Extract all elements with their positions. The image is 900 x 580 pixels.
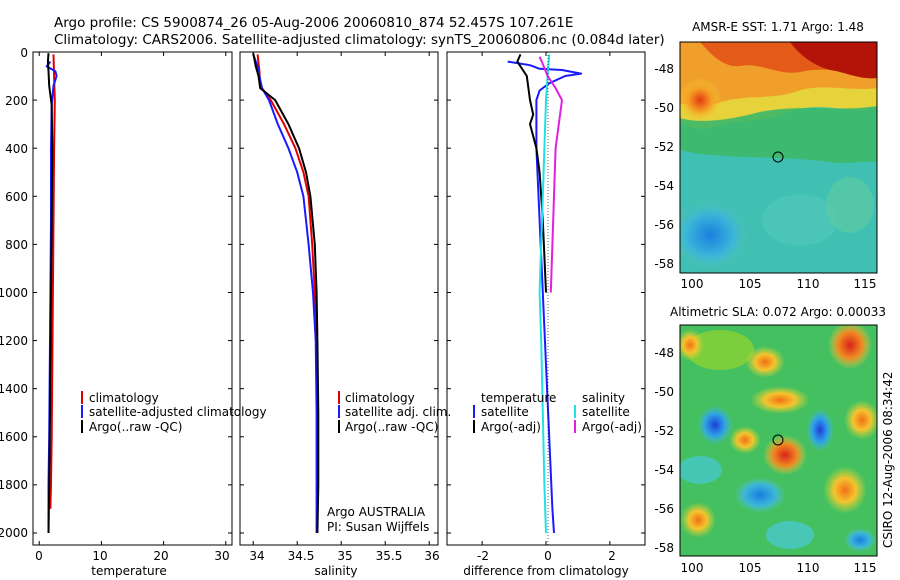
lon-tick-label: 110: [797, 561, 820, 575]
lat-tick-label: -52: [654, 140, 674, 154]
x-tick-label: 36: [424, 549, 439, 563]
csiro-timestamp-label: CSIRO 12-Aug-2006 08:34:42: [881, 372, 895, 548]
sla-map-frame: [679, 324, 878, 557]
lat-tick-label: -52: [654, 424, 674, 438]
series-line-temperature-argo-adj: [516, 53, 547, 293]
salinity-x-ticks: 34 34.5 35 35.5 36: [249, 549, 439, 563]
series-line-salinity-argo-adj: [538, 56, 563, 293]
sst-lat-ticks: -48 -50 -52 -54 -56 -58: [654, 62, 674, 271]
legend-label-sal-satellite: satellite: [582, 405, 630, 419]
temperature-x-label: temperature: [91, 564, 166, 578]
depth-tick-label: 2000: [0, 526, 28, 540]
lon-tick-label: 115: [854, 561, 877, 575]
depth-tick-label: 1800: [0, 478, 28, 492]
legend-label-argo: Argo(..raw -QC): [345, 420, 438, 434]
salinity-legend: climatology satellite adj. clim. Argo(..…: [338, 391, 451, 434]
legend-label-temp-argo: Argo(-adj): [481, 420, 541, 434]
lat-tick-label: -50: [654, 101, 674, 115]
annotation-argo-australia: Argo AUSTRALIA: [327, 505, 426, 519]
series-line-argo-raw-qc: [252, 53, 320, 534]
difference-x-ticks: -2 0 2: [477, 549, 616, 563]
depth-tick-label: 200: [5, 94, 28, 108]
legend-label-climatology: climatology: [345, 391, 415, 405]
lon-tick-label: 105: [739, 277, 762, 291]
sst-heatmap: [680, 42, 877, 273]
sst-profile-location-marker: [772, 151, 784, 163]
sst-map-title: AMSR-E SST: 1.71 Argo: 1.48: [692, 20, 864, 34]
sla-heatmap: [680, 325, 877, 556]
depth-tick-label: 400: [5, 142, 28, 156]
series-line-climatology: [49, 54, 56, 509]
salinity-axes: [239, 51, 439, 546]
sla-profile-location-marker: [772, 434, 784, 446]
x-tick-label: 34: [249, 549, 264, 563]
lat-tick-label: -48: [654, 62, 674, 76]
lon-tick-label: 110: [797, 277, 820, 291]
figure-title-line1: Argo profile: CS 5900874_26 05-Aug-2006 …: [54, 15, 573, 31]
lat-tick-label: -56: [654, 218, 674, 232]
lat-tick-label: -48: [654, 346, 674, 360]
lat-tick-label: -50: [654, 385, 674, 399]
temperature-x-ticks: 0 10 20 30: [35, 549, 229, 563]
depth-tick-label: 600: [5, 190, 28, 204]
lon-tick-label: 100: [681, 277, 704, 291]
legend-label-sal-argo: Argo(-adj): [582, 420, 642, 434]
depth-tick-label: 1400: [0, 382, 28, 396]
difference-legend: temperature salinity satellite Argo(-adj…: [473, 391, 642, 434]
lon-tick-label: 100: [681, 561, 704, 575]
lat-tick-label: -56: [654, 502, 674, 516]
series-line-satellite-adj-clim: [252, 54, 318, 533]
x-tick-label: 0: [544, 549, 552, 563]
x-tick-label: -2: [477, 549, 489, 563]
lat-tick-label: -54: [654, 463, 674, 477]
temperature-series: [45, 53, 58, 534]
legend-title-salinity: salinity: [582, 391, 625, 405]
series-line-salinity-satellite: [538, 54, 551, 534]
salinity-series: [252, 53, 320, 534]
temperature-legend: climatology satellite-adjusted climatolo…: [81, 391, 267, 434]
difference-x-label: difference from climatology: [463, 564, 629, 578]
sst-lon-ticks: 100 105 110 115: [681, 277, 877, 291]
legend-label-satellite: satellite-adjusted climatology: [89, 405, 267, 419]
annotation-pi: PI: Susan Wijffels: [327, 520, 429, 534]
x-tick-label: 10: [92, 549, 107, 563]
sla-map-title: Altimetric SLA: 0.072 Argo: 0.00033: [670, 305, 886, 319]
depth-tick-label: 0: [20, 46, 28, 60]
depth-tick-labels: 0 200 400 600 800 1000 1200 1400 1600 18…: [0, 46, 28, 540]
series-line-argo-raw-qc: [46, 53, 54, 534]
lat-tick-label: -58: [654, 541, 674, 555]
salinity-x-label: salinity: [314, 564, 357, 578]
x-tick-label: 2: [608, 549, 616, 563]
legend-label-temp-satellite: satellite: [481, 405, 529, 419]
legend-label-climatology: climatology: [89, 391, 159, 405]
lat-tick-label: -54: [654, 179, 674, 193]
lat-tick-label: -58: [654, 257, 674, 271]
series-line-temperature-satellite: [507, 60, 583, 534]
sst-map-frame: [679, 41, 878, 274]
legend-title-temperature: temperature: [481, 391, 556, 405]
x-tick-label: 0: [35, 549, 43, 563]
sla-lon-ticks: 100 105 110 115: [681, 561, 877, 575]
x-tick-label: 20: [153, 549, 168, 563]
lon-tick-label: 105: [739, 561, 762, 575]
difference-series: [507, 53, 583, 534]
depth-tick-label: 1600: [0, 430, 28, 444]
x-tick-label: 34.5: [288, 549, 315, 563]
legend-label-satellite: satellite adj. clim.: [345, 405, 451, 419]
legend-label-argo: Argo(..raw -QC): [89, 420, 182, 434]
x-tick-label: 35: [337, 549, 352, 563]
lon-tick-label: 115: [854, 277, 877, 291]
x-tick-label: 30: [214, 549, 229, 563]
axis-ticks: [33, 51, 645, 545]
x-tick-label: 35.5: [376, 549, 403, 563]
depth-tick-label: 1000: [0, 286, 28, 300]
depth-tick-label: 1200: [0, 334, 28, 348]
sla-lat-ticks: -48 -50 -52 -54 -56 -58: [654, 346, 674, 555]
depth-tick-label: 800: [5, 238, 28, 252]
temperature-axes: [32, 51, 233, 546]
figure-title-line2: Climatology: CARS2006. Satellite-adjuste…: [54, 32, 665, 48]
